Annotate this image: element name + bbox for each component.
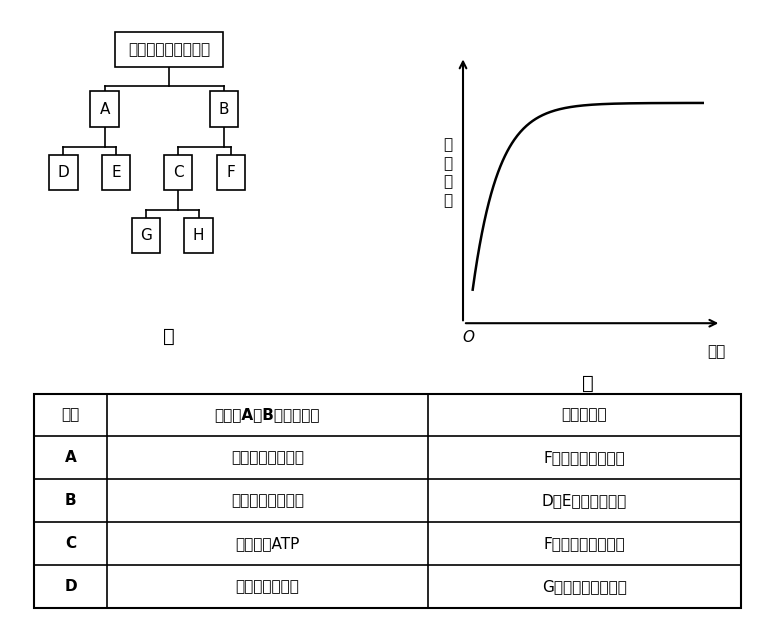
FancyBboxPatch shape — [115, 32, 223, 67]
Text: A: A — [65, 450, 76, 466]
Text: G: G — [140, 228, 152, 243]
Text: E: E — [112, 165, 121, 180]
FancyBboxPatch shape — [131, 218, 160, 253]
FancyBboxPatch shape — [184, 218, 213, 253]
Text: 浓度: 浓度 — [707, 344, 726, 359]
Text: F: F — [226, 165, 235, 180]
Text: 是否穿过细胞膜: 是否穿过细胞膜 — [235, 578, 299, 594]
FancyBboxPatch shape — [49, 155, 78, 190]
Text: 是否消耗ATP: 是否消耗ATP — [235, 536, 299, 551]
FancyBboxPatch shape — [216, 155, 245, 190]
Text: F一定符合图乙曲线: F一定符合图乙曲线 — [543, 536, 626, 551]
FancyBboxPatch shape — [102, 155, 131, 190]
Text: 运
输
速
率: 运 输 速 率 — [444, 137, 453, 208]
FancyBboxPatch shape — [209, 92, 238, 126]
Text: H: H — [193, 228, 205, 243]
FancyBboxPatch shape — [163, 155, 193, 190]
Text: 选项: 选项 — [62, 407, 79, 423]
Text: 是否需要载体蛋白: 是否需要载体蛋白 — [231, 493, 304, 508]
Text: B: B — [219, 102, 229, 117]
Text: 是否需要载体蛋白: 是否需要载体蛋白 — [231, 450, 304, 466]
Text: A: A — [99, 102, 110, 117]
Text: O: O — [462, 330, 474, 345]
Text: D: D — [64, 578, 77, 594]
FancyBboxPatch shape — [90, 92, 119, 126]
Text: D: D — [57, 165, 70, 180]
Bar — [34, 394, 741, 608]
Text: 推导的结论: 推导的结论 — [562, 407, 607, 423]
Text: G可能符合图乙曲线: G可能符合图乙曲线 — [542, 578, 627, 594]
Text: 甲: 甲 — [163, 327, 175, 345]
Text: C: C — [65, 536, 76, 551]
Text: B: B — [65, 493, 76, 508]
Text: C: C — [173, 165, 183, 180]
Text: 物质进出细胞的方式: 物质进出细胞的方式 — [128, 42, 210, 57]
Text: F一定符合图乙曲线: F一定符合图乙曲线 — [543, 450, 626, 466]
Text: 乙: 乙 — [581, 374, 594, 393]
Text: D、E符合图乙曲线: D、E符合图乙曲线 — [542, 493, 627, 508]
Text: 图甲中A与B的分类依据: 图甲中A与B的分类依据 — [215, 407, 320, 423]
